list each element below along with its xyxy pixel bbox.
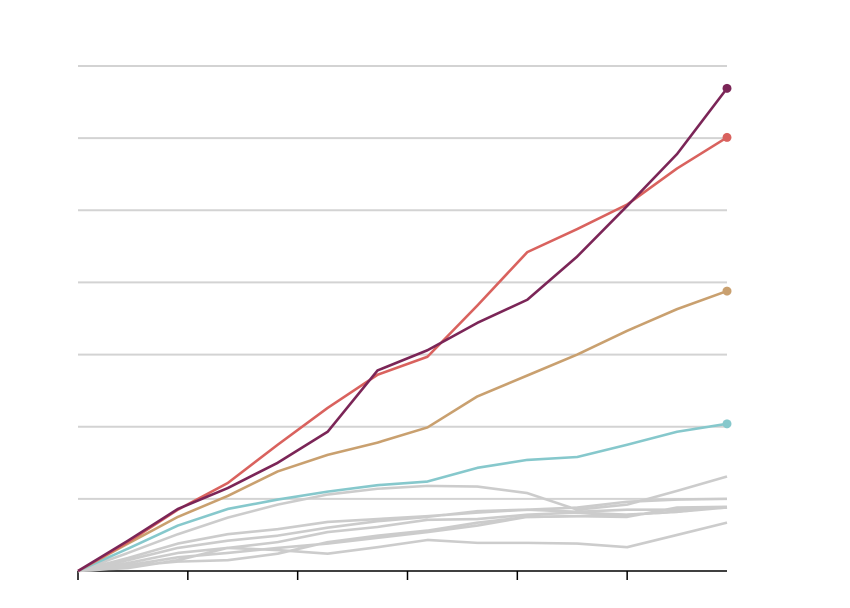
series-line bbox=[77, 505, 728, 573]
end-dot bbox=[722, 132, 732, 142]
series-line bbox=[77, 87, 729, 573]
series-line bbox=[77, 506, 728, 573]
series-line bbox=[77, 521, 728, 573]
end-dot bbox=[722, 419, 732, 429]
series-line bbox=[77, 505, 728, 573]
end-dot bbox=[722, 83, 732, 93]
series-line bbox=[77, 422, 728, 573]
end-dot bbox=[722, 286, 732, 296]
series-line bbox=[77, 497, 728, 573]
series-line bbox=[77, 289, 728, 573]
series-line bbox=[77, 475, 728, 573]
